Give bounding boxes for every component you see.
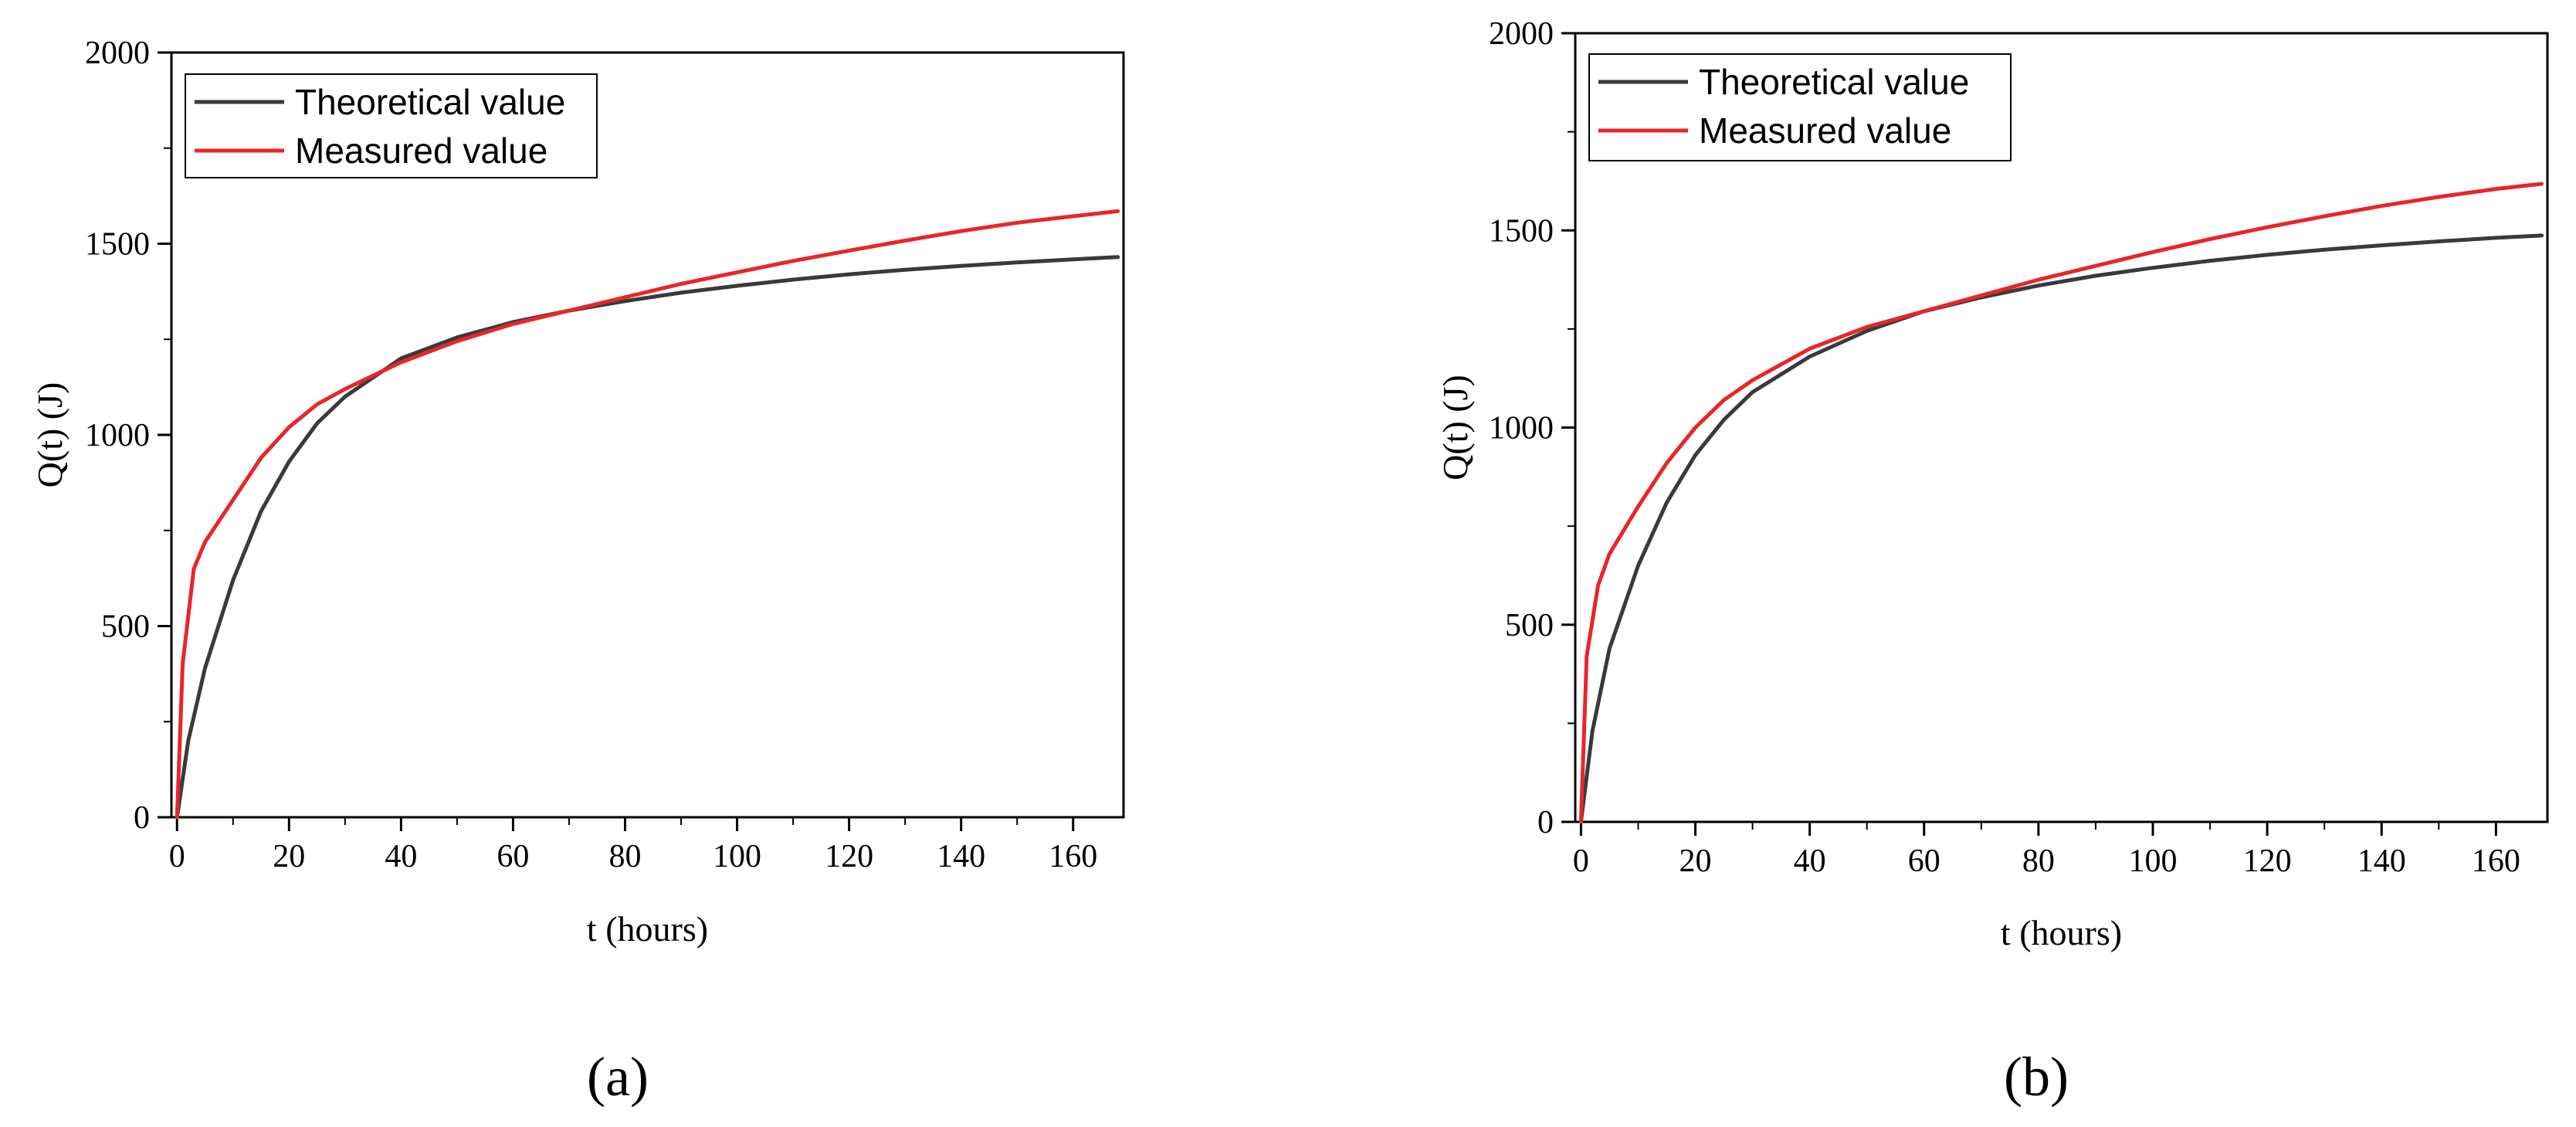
x-tick-label: 100 xyxy=(2128,844,2177,879)
x-tick-label: 40 xyxy=(1794,844,1826,879)
y-tick-label: 2000 xyxy=(1489,16,1554,52)
legend-label-theoretical: Theoretical value xyxy=(1699,62,1969,102)
y-tick-label: 1000 xyxy=(1489,411,1554,446)
y-tick-label: 1500 xyxy=(1489,213,1554,249)
y-tick-label: 0 xyxy=(1537,805,1554,840)
x-tick-label: 120 xyxy=(2243,844,2292,879)
y-tick-label: 500 xyxy=(1505,608,1554,643)
x-tick-label: 60 xyxy=(1908,844,1940,879)
y-tick-label: 1500 xyxy=(85,227,150,263)
x-tick-label: 100 xyxy=(713,839,761,874)
x-tick-label: 80 xyxy=(608,839,641,874)
y-axis-label: Q(t) (J) xyxy=(30,382,69,488)
x-tick-label: 20 xyxy=(1679,844,1712,879)
legend-box xyxy=(1588,53,2012,161)
y-axis-label: Q(t) (J) xyxy=(1435,375,1475,480)
x-tick-label: 40 xyxy=(385,839,417,874)
measured-value-line xyxy=(1578,182,2544,824)
x-tick-label: 20 xyxy=(273,839,305,874)
y-tick-label: 2000 xyxy=(85,36,150,71)
legend-box xyxy=(185,73,598,178)
y-tick-label: 1000 xyxy=(85,418,150,453)
x-tick-label: 140 xyxy=(2357,844,2406,879)
x-tick-label: 0 xyxy=(169,839,185,874)
chart-a: 0 20 40 60 80 100 120 140 160 0 500 1000 1500 2000 t (… xyxy=(30,36,1125,949)
legend-label-measured: Measured value xyxy=(295,131,547,171)
panel-label-a: (a) xyxy=(587,1046,649,1108)
legend-label-theoretical: Theoretical value xyxy=(295,82,565,122)
legend-label-measured: Measured value xyxy=(1699,110,1951,151)
x-axis-label: t (hours) xyxy=(2001,913,2122,952)
x-tick-label: 120 xyxy=(825,839,873,874)
x-tick-label: 160 xyxy=(1049,839,1097,874)
measured-value-line xyxy=(175,209,1120,820)
x-tick-label: 80 xyxy=(2022,844,2055,879)
y-tick-label: 0 xyxy=(134,800,150,836)
x-tick-label: 140 xyxy=(937,839,985,874)
x-tick-label: 60 xyxy=(497,839,529,874)
x-axis-label: t (hours) xyxy=(587,909,708,949)
x-tick-label: 0 xyxy=(1573,844,1589,879)
panel-label-b: (b) xyxy=(2004,1046,2069,1108)
y-tick-label: 500 xyxy=(101,609,150,645)
x-tick-label: 160 xyxy=(2472,844,2520,879)
theoretical-value-line xyxy=(175,255,1120,820)
theoretical-value-line xyxy=(1578,233,2544,824)
chart-b: 0 20 40 60 80 100 120 140 160 0 500 1000 1500 2000 t (… xyxy=(1435,16,2549,952)
